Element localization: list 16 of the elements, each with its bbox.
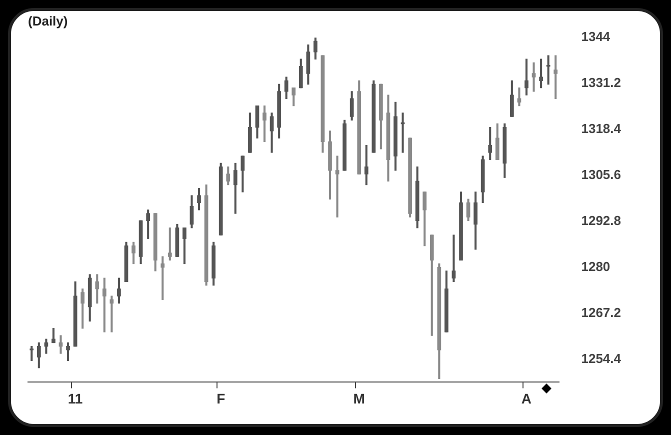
candlestick: [546, 55, 550, 85]
x-tick-label: F: [216, 390, 226, 406]
x-tick-label: A: [521, 390, 532, 406]
y-tick-label: 1305.6: [581, 167, 622, 182]
y-tick-label: 1318.4: [581, 121, 622, 136]
candlestick: [532, 62, 536, 92]
candlestick: [335, 156, 340, 218]
y-tick-label: 1344: [581, 29, 611, 44]
chart-title: (Daily): [28, 13, 68, 28]
x-tick-label: 11: [68, 390, 83, 406]
y-tick-label: 1292.8: [581, 212, 622, 228]
y-tick-label: 1280: [581, 258, 610, 274]
x-tick-label: M: [353, 390, 365, 406]
y-tick-label: 1331.2: [581, 75, 622, 90]
y-tick-label: 1267.2: [581, 304, 622, 320]
y-tick-label: 1254.4: [581, 350, 622, 366]
